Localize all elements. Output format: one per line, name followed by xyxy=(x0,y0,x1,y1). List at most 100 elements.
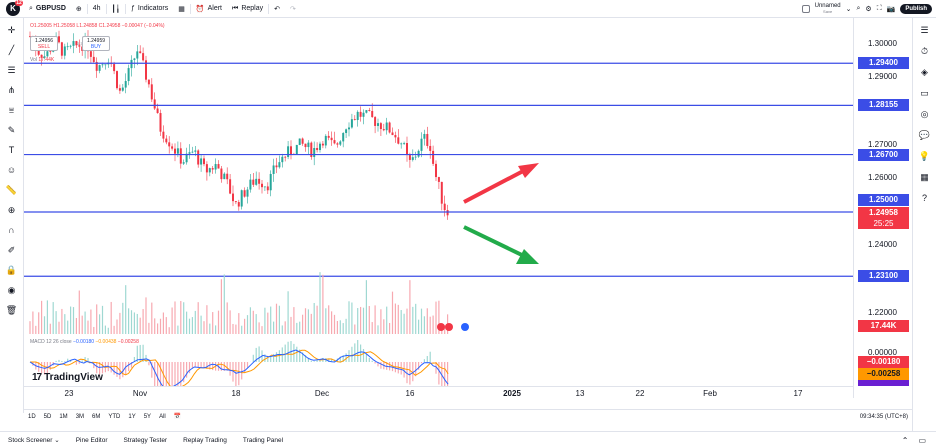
pitchfork-icon[interactable]: ⋔ xyxy=(7,84,16,95)
settings-icon[interactable]: ⚙ xyxy=(865,6,872,13)
camera-icon[interactable]: 📷 xyxy=(886,6,896,13)
volume-legend: Vol 17.44K xyxy=(30,57,54,63)
candle-body xyxy=(72,41,75,46)
chat-icon[interactable]: 💬 xyxy=(918,129,931,140)
lock-icon[interactable]: 🔒 xyxy=(5,264,18,275)
ideas-icon[interactable]: 💡 xyxy=(918,150,931,161)
buy-button[interactable]: 1.24959 BUY xyxy=(82,36,110,51)
redo-button[interactable]: ↷ xyxy=(285,0,301,18)
sell-button[interactable]: 1.24956 SELL xyxy=(30,36,58,51)
horizontal-lines-icon[interactable]: ☰ xyxy=(7,64,16,75)
interval-button[interactable]: 4h xyxy=(88,0,106,18)
chevron-down-icon[interactable]: ⌄ xyxy=(845,6,852,13)
calendar-icon[interactable]: ▦ xyxy=(920,171,929,182)
indicators-button[interactable]: ƒ Indicators xyxy=(126,0,173,18)
range-1y-button[interactable]: 1Y xyxy=(128,413,136,420)
range-ytd-button[interactable]: YTD xyxy=(108,413,121,420)
alerts-clock-icon[interactable]: ⏱ xyxy=(920,45,929,56)
target-icon[interactable]: ◎ xyxy=(920,108,929,119)
range-1d-button[interactable]: 1D xyxy=(28,413,36,420)
news-icon[interactable]: ▭ xyxy=(920,87,929,98)
price-scale[interactable]: 1.30000 1.29000 1.27000 1.26000 1.24000 … xyxy=(853,18,912,398)
macd-histogram-bar xyxy=(113,362,115,375)
range-5d-button[interactable]: 5D xyxy=(43,413,52,420)
volume-bar xyxy=(142,309,144,334)
text-icon[interactable]: T xyxy=(8,145,15,155)
flag-icon xyxy=(461,323,469,331)
collapse-icon[interactable]: ⌃ xyxy=(901,435,909,445)
fib-retracement-icon[interactable]: ⩸ xyxy=(8,104,15,115)
goto-date-icon[interactable]: 📅 xyxy=(173,414,182,420)
macd-histogram-bar xyxy=(84,357,86,362)
volume-bar xyxy=(391,291,394,334)
maximize-icon[interactable]: ▭ xyxy=(918,435,926,445)
quick-search-icon[interactable]: ⌕ xyxy=(856,5,861,12)
indicators-label: Indicators xyxy=(137,5,169,12)
range-6m-button[interactable]: 6M xyxy=(92,413,101,420)
price-label: 1.30000 xyxy=(868,39,897,48)
macd-histogram-bar xyxy=(296,346,298,362)
time-label: 16 xyxy=(405,389,415,398)
watchlist-icon[interactable]: ☰ xyxy=(920,24,929,35)
macd-histogram-bar xyxy=(278,350,280,362)
time-axis[interactable]: 23 Nov 18 Dec 16 2025 13 22 Feb 17 xyxy=(24,386,853,398)
emoji-icon[interactable]: ☺ xyxy=(6,165,17,175)
lock-drawing-icon[interactable]: ✐ xyxy=(7,244,16,255)
magnet-icon[interactable]: ∩ xyxy=(8,225,15,235)
volume-bar xyxy=(197,302,199,334)
eye-icon[interactable]: ◉ xyxy=(7,284,16,295)
volume-bar xyxy=(302,314,304,334)
tab-strategy-tester[interactable]: Strategy Tester xyxy=(123,436,168,444)
macd-histogram-bar xyxy=(362,349,365,362)
publish-button[interactable]: Publish xyxy=(900,4,932,14)
alert-button[interactable]: ⏰ Alert xyxy=(191,0,227,18)
brush-icon[interactable]: ✎ xyxy=(7,124,16,135)
volume-bar xyxy=(386,306,388,334)
range-1m-button[interactable]: 1M xyxy=(59,413,68,420)
profile-avatar[interactable]: K 12 xyxy=(6,0,23,16)
undo-button[interactable]: ↶ xyxy=(269,0,285,18)
volume-bar xyxy=(116,319,118,334)
volume-bar xyxy=(438,300,440,334)
clock-timezone[interactable]: 09:34:35 (UTC+8) xyxy=(859,413,908,420)
candle-body xyxy=(49,51,52,53)
volume-bar xyxy=(418,319,420,334)
candle-body xyxy=(191,151,194,153)
trash-icon[interactable]: 🗑 xyxy=(5,304,18,315)
symbol-search-button[interactable]: ⌕ GBPUSD xyxy=(24,0,71,18)
volume-bar xyxy=(281,325,283,334)
crosshair-icon[interactable]: ✛ xyxy=(7,24,16,35)
candle-body xyxy=(234,201,237,203)
signal-value: −0.00438 xyxy=(95,339,117,345)
templates-button[interactable]: ▦ xyxy=(173,0,190,18)
macd-histogram-bar xyxy=(377,362,379,367)
help-icon[interactable]: ? xyxy=(921,193,927,203)
chart-type-button[interactable]: ┃╽ xyxy=(107,0,125,18)
price-chart[interactable] xyxy=(24,18,853,386)
macd-legend: MACD 12 26 close −0.00180 −0.00438 −0.00… xyxy=(30,339,139,345)
candle-body xyxy=(284,156,287,158)
tab-replay-trading[interactable]: Replay Trading xyxy=(183,436,227,444)
tab-stock-screener[interactable]: Stock Screener ⌄ xyxy=(0,436,68,444)
layout-name-button[interactable]: Unnamed Save xyxy=(815,3,841,15)
compare-button[interactable]: ⊕ xyxy=(71,0,87,18)
trendline-icon[interactable]: ╱ xyxy=(8,44,15,55)
range-all-button[interactable]: All xyxy=(159,413,166,420)
layers-icon[interactable]: ◈ xyxy=(921,66,928,77)
zoom-in-icon[interactable]: ⊕ xyxy=(7,204,16,215)
candle-body xyxy=(159,113,162,132)
replay-button[interactable]: ⏮ Replay xyxy=(227,0,268,18)
tab-trading-panel[interactable]: Trading Panel xyxy=(242,436,284,444)
candle-body xyxy=(139,51,142,54)
tradingview-mark-icon: 17 xyxy=(32,372,42,383)
tab-pine-editor[interactable]: Pine Editor xyxy=(75,436,108,444)
candle-body xyxy=(388,122,391,133)
range-5y-button[interactable]: 5Y xyxy=(143,413,152,420)
fullscreen-icon[interactable]: ⛶ xyxy=(876,5,882,12)
layout-checkbox[interactable] xyxy=(801,5,810,13)
level-price-badge: 1.28155 xyxy=(858,99,909,111)
price-label: 1.22000 xyxy=(868,308,897,317)
range-3m-button[interactable]: 3M xyxy=(75,413,85,420)
candle-body xyxy=(252,179,255,185)
ruler-icon[interactable]: 📏 xyxy=(5,184,18,195)
